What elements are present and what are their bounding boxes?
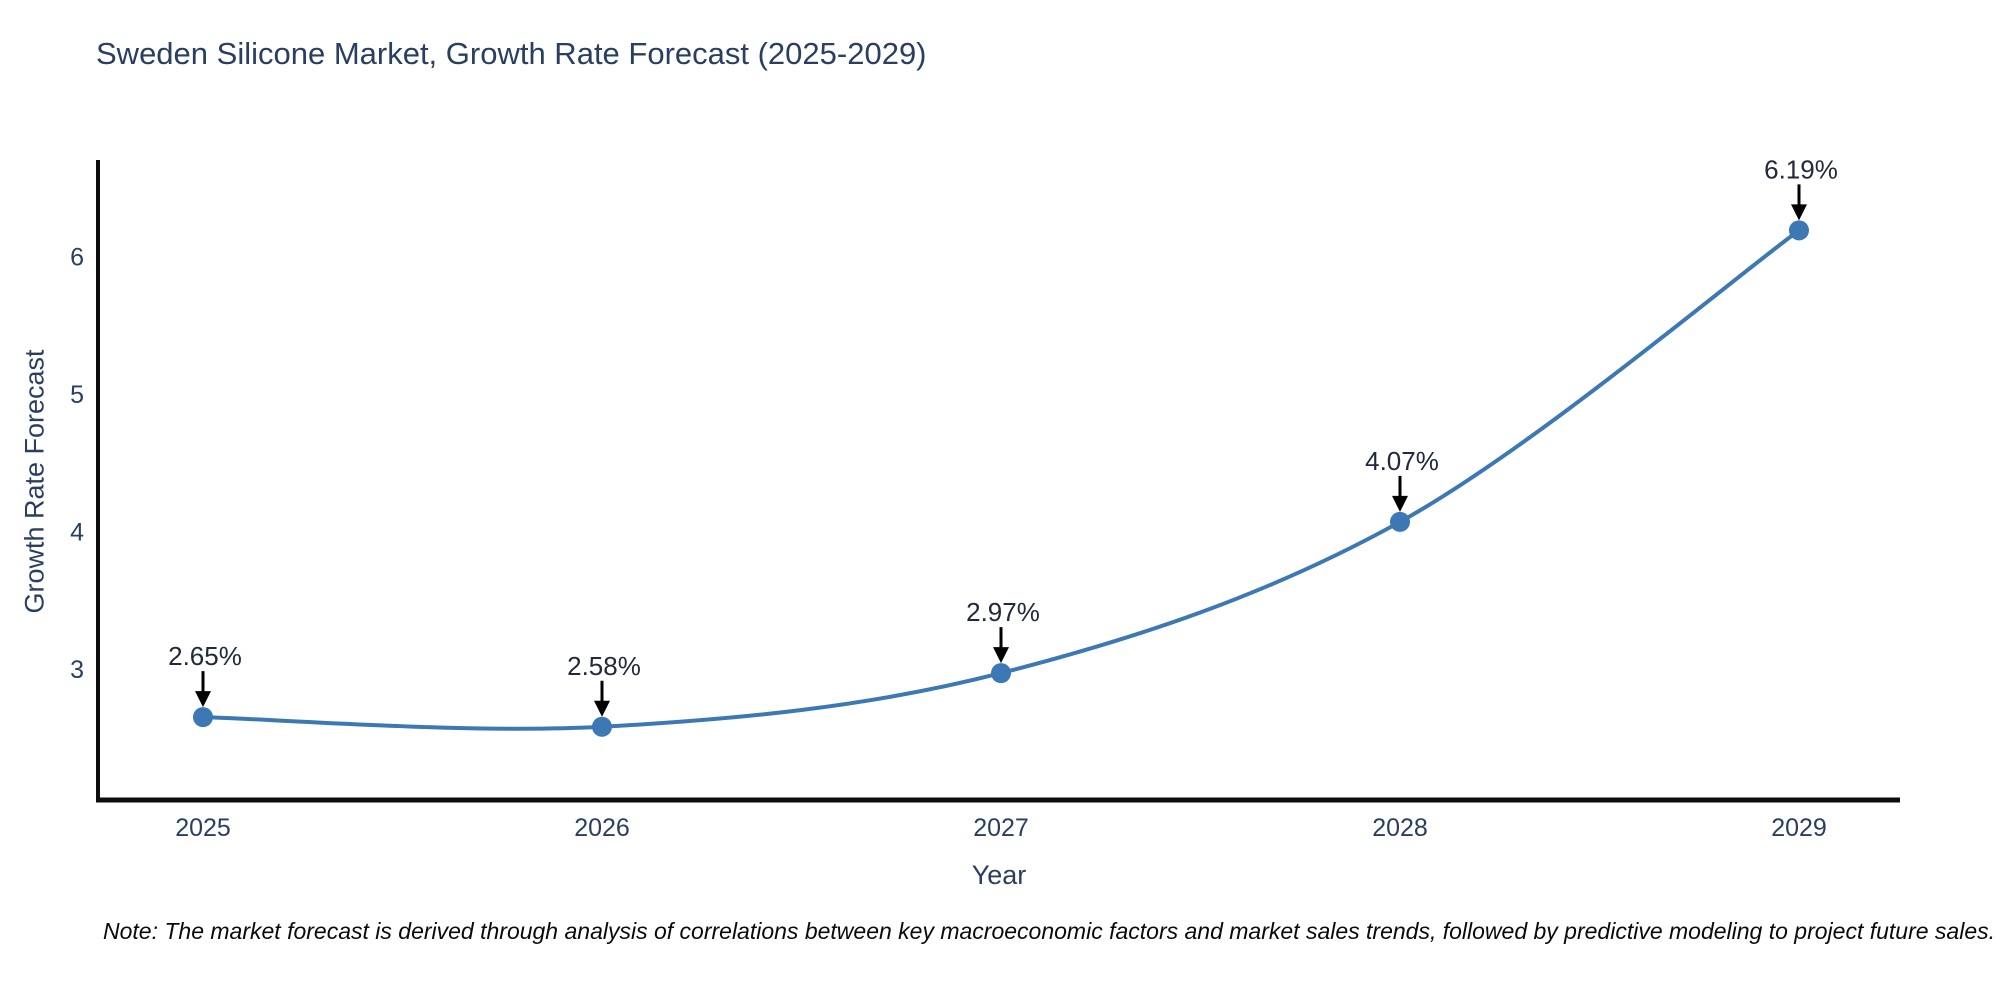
data-point-2027[interactable] <box>991 663 1011 684</box>
x-axis-title: Year <box>971 860 1027 890</box>
x-tick-label: 2027 <box>973 814 1029 842</box>
annotation-arrowhead-icon <box>1392 495 1408 512</box>
y-tick-label: 4 <box>70 519 84 547</box>
y-tick-label: 3 <box>70 656 84 684</box>
forecast-line <box>202 228 1801 731</box>
annotation-label-2026: 2.58% <box>567 651 641 681</box>
annotation-arrowhead-icon <box>1791 204 1807 221</box>
x-tick-label: 2028 <box>1372 814 1428 842</box>
annotation-arrowhead-icon <box>195 691 211 708</box>
annotation-label-2027: 2.97% <box>966 597 1040 627</box>
y-axis-title: Growth Rate Forecast <box>19 349 50 614</box>
annotation-label-2029: 6.19% <box>1764 154 1838 184</box>
x-tick-label: 2026 <box>574 814 630 842</box>
annotation-arrowhead-icon <box>594 700 610 717</box>
annotation-arrowhead-icon <box>993 647 1009 664</box>
annotation-label-2025: 2.65% <box>168 641 242 671</box>
data-point-2026[interactable] <box>592 716 612 737</box>
data-point-2029[interactable] <box>1789 220 1809 241</box>
chart-note: Note: The market forecast is derived thr… <box>103 918 1996 944</box>
x-tick-label: 2029 <box>1771 814 1827 842</box>
data-point-2025[interactable] <box>193 707 213 728</box>
x-tick-label: 2025 <box>175 814 231 842</box>
y-tick-label: 5 <box>70 381 84 409</box>
annotation-label-2028: 4.07% <box>1365 446 1439 476</box>
y-tick-label: 6 <box>70 244 84 272</box>
chart-title: Sweden Silicone Market, Growth Rate Fore… <box>96 36 927 71</box>
data-point-2028[interactable] <box>1390 511 1410 532</box>
